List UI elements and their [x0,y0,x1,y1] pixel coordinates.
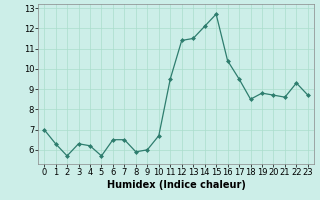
X-axis label: Humidex (Indice chaleur): Humidex (Indice chaleur) [107,180,245,190]
